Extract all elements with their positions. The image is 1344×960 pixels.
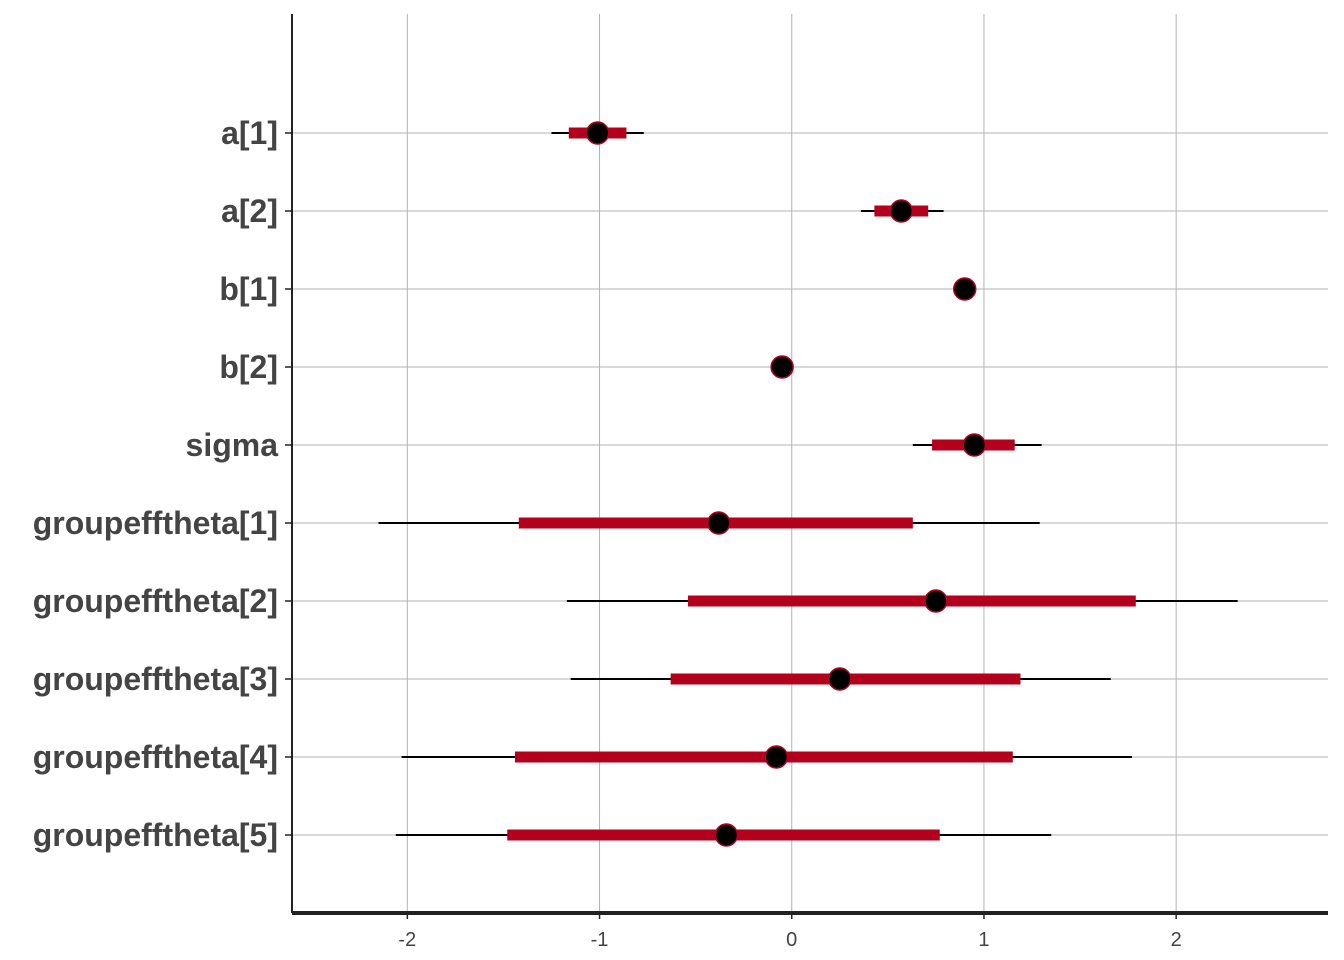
parameter-label: a[2] (221, 193, 278, 229)
median-point (889, 199, 914, 223)
median-point (714, 823, 739, 847)
parameter-label: groupefftheta[4] (33, 739, 278, 775)
median-point (585, 121, 610, 145)
x-tick-label: 0 (786, 929, 797, 951)
outer-interval-lines (378, 132, 1238, 836)
median-point (952, 277, 977, 301)
parameter-label: b[2] (219, 349, 278, 385)
median-points (585, 121, 987, 847)
horizontal-gridlines (285, 132, 1328, 836)
x-axis-ticks: -2 -1 0 1 2 (398, 913, 1182, 951)
median-point (924, 589, 948, 613)
parameter-labels: a[1] a[2] b[1] b[2] sigma groupefftheta[1] gro… (33, 115, 279, 853)
median-point (828, 667, 852, 691)
median-point (764, 745, 789, 769)
parameter-label: groupefftheta[2] (33, 583, 278, 619)
inner-interval-bars (507, 127, 1136, 841)
parameter-label: groupefftheta[5] (33, 817, 278, 853)
parameter-label: sigma (186, 427, 279, 463)
x-tick-label: 1 (978, 929, 989, 951)
x-tick-label: 2 (1171, 929, 1182, 951)
parameter-label: groupefftheta[3] (33, 661, 278, 697)
median-point (706, 511, 731, 535)
parameter-label: b[1] (219, 271, 278, 307)
median-point (770, 355, 794, 379)
parameter-label: a[1] (221, 115, 278, 151)
parameter-label: groupefftheta[1] (33, 505, 278, 541)
x-tick-label: -2 (398, 929, 416, 951)
x-tick-label: -1 (591, 929, 609, 951)
median-point (962, 433, 987, 457)
vertical-gridlines (406, 14, 1177, 913)
